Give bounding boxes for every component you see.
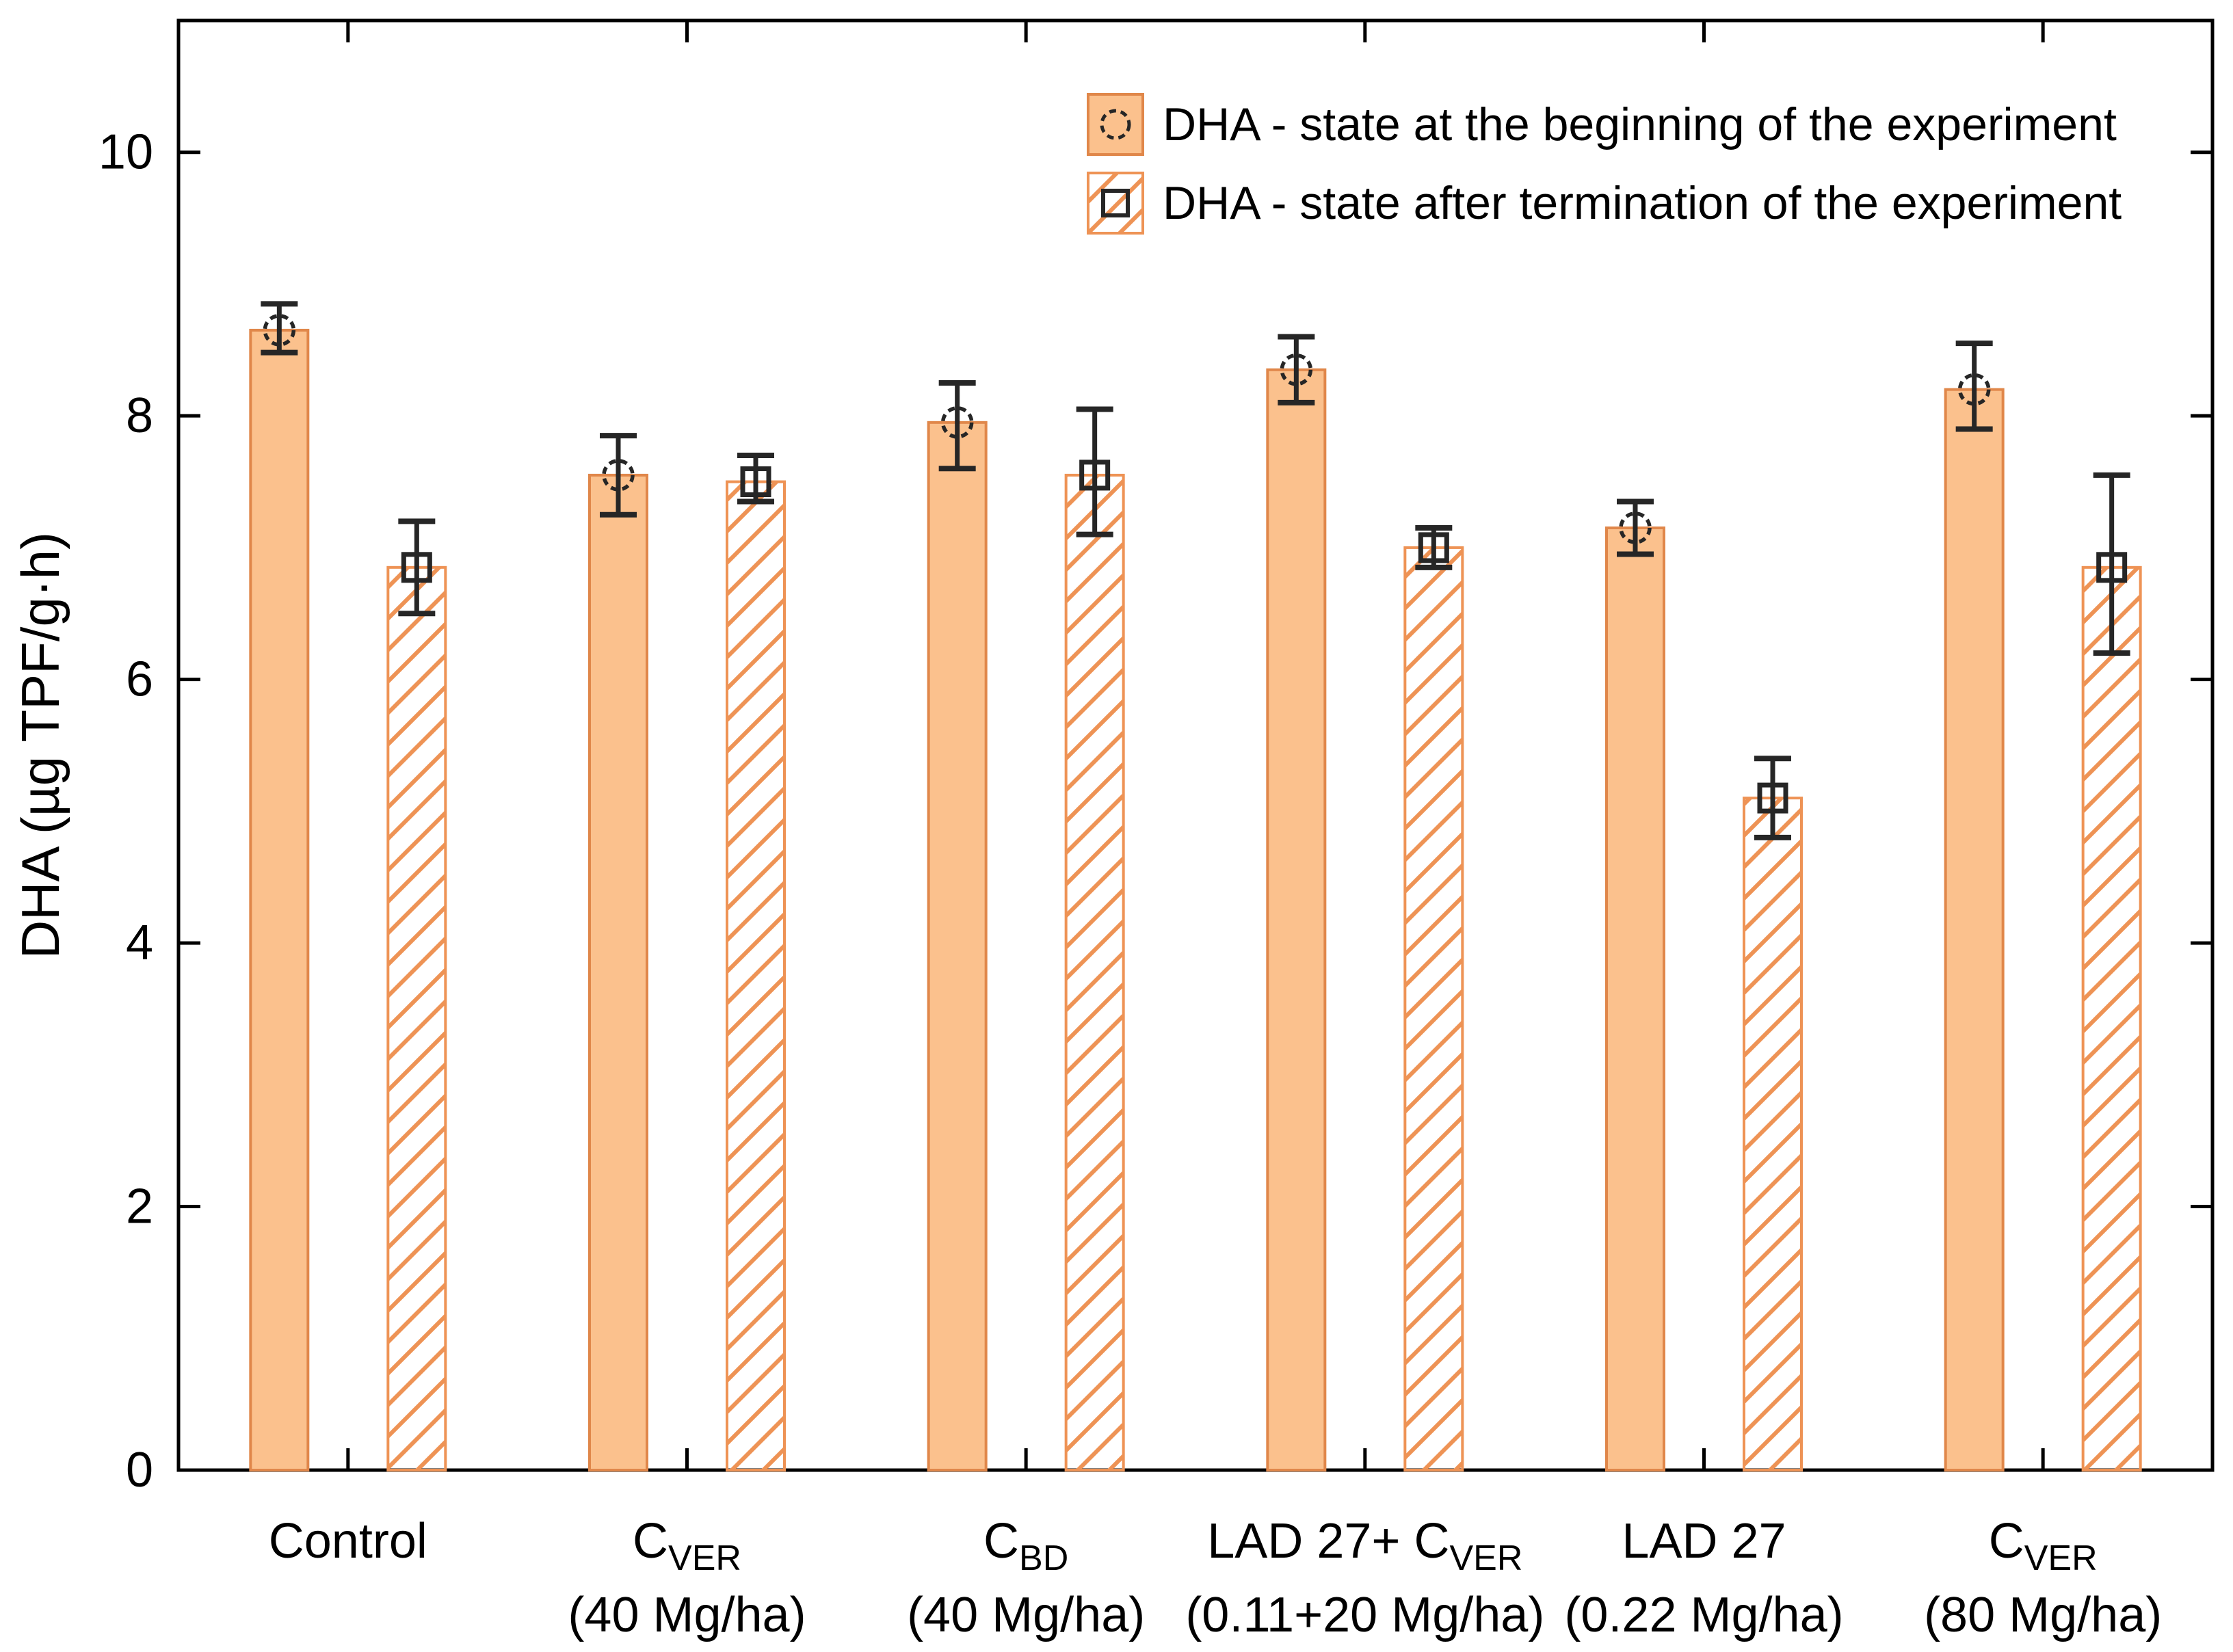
square-marker-c-ver-80-end <box>2096 552 2128 583</box>
x-label-lad-27: LAD 27 <box>1622 1514 1786 1569</box>
bar-control-begin <box>249 328 310 1472</box>
y-tick-label-2: 2 <box>126 1180 153 1234</box>
x-label-lad-27-c-ver: LAD 27+ CVER <box>1207 1514 1522 1578</box>
bar-lad-27-end <box>1743 797 1803 1472</box>
axis-ticks <box>179 21 2212 1472</box>
bar-c-ver-40-end <box>726 480 786 1472</box>
x-label2-c-ver-40: (40 Mg/ha) <box>568 1588 806 1642</box>
circle-marker-c-bd-40-begin <box>940 406 974 439</box>
bar-c-ver-40-begin <box>588 473 648 1472</box>
circle-marker-c-ver-40-begin <box>602 459 635 492</box>
legend-label-end: DHA - state after termination of the exp… <box>1163 177 2122 229</box>
square-marker-c-ver-40-end <box>740 466 771 498</box>
bars-layer <box>249 301 2142 1472</box>
x-label2-c-ver-80: (80 Mg/ha) <box>1924 1588 2162 1642</box>
plot-frame <box>176 18 2215 1472</box>
bar-c-bd-40-begin <box>927 421 988 1471</box>
y-tick-label-6: 6 <box>126 652 153 707</box>
square-marker-lad-27-c-ver-end <box>1418 532 1449 563</box>
y-tick-label-10: 10 <box>98 125 153 180</box>
legend-swatches <box>1087 93 1144 235</box>
circle-marker-lad-27-begin <box>1619 511 1652 544</box>
y-axis-title: DHA (µg TPF/g·h) <box>10 532 70 959</box>
y-tick-label-4: 4 <box>126 916 153 970</box>
x-label-c-ver-80: CVER <box>1989 1514 2098 1578</box>
legend-square-marker-icon <box>1101 189 1130 217</box>
bar-c-bd-40-end <box>1064 473 1125 1472</box>
square-marker-control-end <box>401 552 432 583</box>
x-label-c-bd-40: CBD <box>983 1514 1068 1578</box>
axis-labels: 0 2 4 6 8 10 Control CVER (40 Mg/ha) CBD (40 Mg/ha… <box>98 125 2162 1642</box>
x-label2-c-bd-40: (40 Mg/ha) <box>907 1588 1145 1642</box>
bar-control-end <box>386 565 447 1471</box>
x-label-control: Control <box>269 1514 427 1569</box>
y-tick-label-0: 0 <box>126 1443 153 1497</box>
x-label2-lad-27: (0.22 Mg/ha) <box>1564 1588 1843 1642</box>
bar-lad-27-c-ver-begin <box>1266 368 1327 1471</box>
x-label-c-ver-40: CVER <box>633 1514 741 1578</box>
x-label2-lad-27-c-ver: (0.11+20 Mg/ha) <box>1185 1588 1544 1642</box>
legend-swatch-end <box>1087 172 1144 235</box>
legend: DHA - state at the beginning of the expe… <box>1087 93 2122 235</box>
legend-label-begin: DHA - state at the beginning of the expe… <box>1163 98 2117 150</box>
y-tick-label-8: 8 <box>126 388 153 443</box>
circle-marker-lad-27-c-ver-begin <box>1280 353 1313 386</box>
bar-lad-27-c-ver-end <box>1403 546 1464 1472</box>
bar-c-ver-80-end <box>2081 565 2142 1471</box>
bar-c-ver-80-begin <box>1944 388 2005 1471</box>
circle-marker-c-ver-80-begin <box>1957 373 1991 406</box>
square-marker-lad-27-end <box>1757 782 1788 814</box>
legend-circle-marker-icon <box>1100 109 1131 140</box>
circle-marker-control-begin <box>263 314 296 347</box>
bar-lad-27-begin <box>1605 527 1665 1471</box>
legend-swatch-begin <box>1087 93 1144 156</box>
square-marker-c-bd-40-end <box>1079 459 1111 491</box>
